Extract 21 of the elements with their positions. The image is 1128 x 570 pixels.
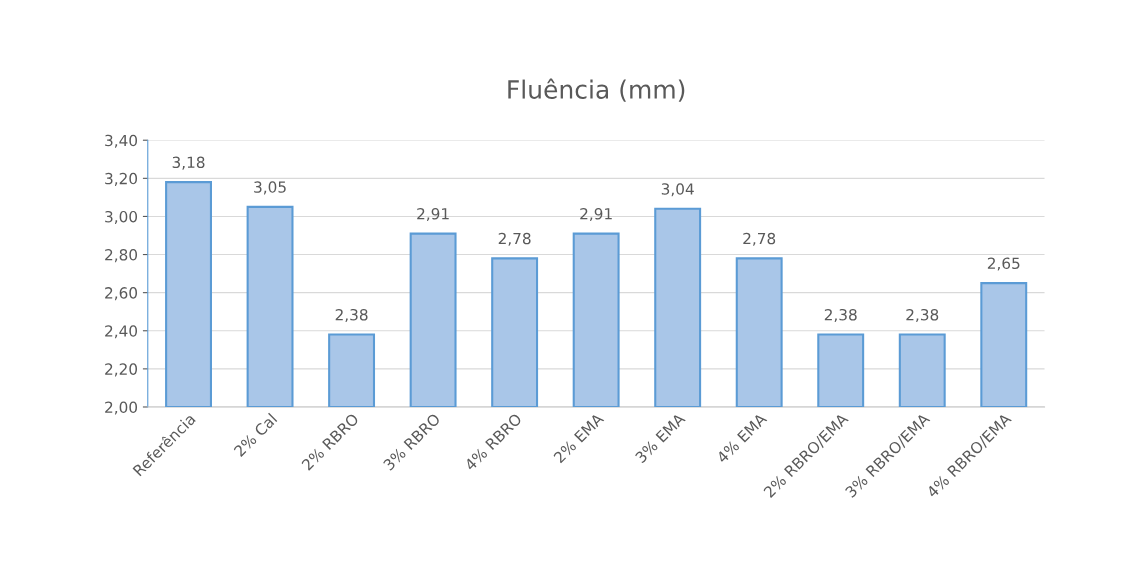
data-label: 2,78 <box>498 232 531 246</box>
x-tick-label: 2% Cal <box>233 412 278 458</box>
y-tick-label: 2,00 <box>105 401 138 415</box>
y-tick-label: 3,20 <box>105 172 138 186</box>
y-tick-label: 3,00 <box>105 210 138 225</box>
data-label: 2,65 <box>987 257 1020 271</box>
chart-title: Fluência (mm) <box>508 78 685 102</box>
data-label: 2,38 <box>906 308 939 323</box>
data-label: 3,04 <box>661 183 694 197</box>
y-tick-label: 2,80 <box>105 249 138 263</box>
data-label: 3,05 <box>254 181 286 195</box>
data-label: 2,91 <box>580 207 612 222</box>
y-tick-label: 2,20 <box>105 363 138 377</box>
data-label: 2,38 <box>824 308 857 323</box>
data-label: 2,78 <box>743 232 776 246</box>
data-label: 3,18 <box>172 156 205 170</box>
y-tick-label: 3,40 <box>105 134 138 148</box>
y-tick-label: 2,60 <box>105 287 138 301</box>
data-label: 2,38 <box>335 308 368 323</box>
data-label: 2,91 <box>417 207 449 222</box>
y-tick-label: 2,40 <box>105 325 138 339</box>
